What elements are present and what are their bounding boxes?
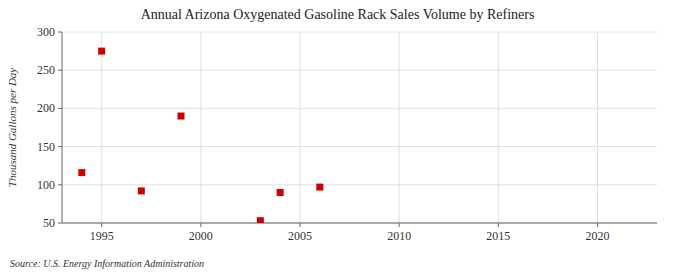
title: Annual Arizona Oxygenated Gasoline Rack … [141, 7, 535, 22]
point [257, 217, 264, 223]
points [78, 48, 323, 223]
y-tick [58, 32, 62, 33]
x-tick [498, 223, 499, 227]
x-tick-label: 1995 [90, 229, 114, 243]
y-tick [58, 108, 62, 109]
x-tick [101, 223, 102, 227]
y-tick-label: 200 [37, 101, 55, 115]
grid-line-y [62, 184, 657, 185]
grid [62, 32, 657, 223]
x-tick [597, 223, 598, 227]
grid-line-x [300, 32, 301, 223]
x-tick-label: 2015 [486, 229, 510, 243]
grid-line-y [62, 108, 657, 109]
x-tick [300, 223, 301, 227]
y-axis-label: Thousand Gallons per Day [6, 68, 18, 188]
point [316, 184, 323, 191]
grid-line-y [62, 223, 657, 224]
x-tick-label: 2000 [189, 229, 213, 243]
grid-line-x [101, 32, 102, 223]
y-tick [58, 146, 62, 147]
grid-line-y [62, 70, 657, 71]
y-tick-label: 150 [37, 140, 55, 154]
x-axis-line [62, 223, 657, 224]
source-note: Source: U.S. Energy Information Administ… [10, 258, 204, 269]
point [277, 189, 284, 196]
grid-line-x [597, 32, 598, 223]
y-tick [58, 223, 62, 224]
x-tick-label: 2010 [387, 229, 411, 243]
grid-line-x [498, 32, 499, 223]
y-tick-label: 300 [37, 25, 55, 39]
x-tick-label: 2005 [288, 229, 312, 243]
grid-line-x [200, 32, 201, 223]
y-tick [58, 184, 62, 185]
chart: 1995 2000 2005 2010 2015 2020 50 100 150 200 250 30… [0, 0, 675, 275]
grid-line-y [62, 146, 657, 147]
grid-line-x [399, 32, 400, 223]
y-tick-label: 250 [37, 63, 55, 77]
y-tick [58, 70, 62, 71]
point [138, 187, 145, 194]
y-tick-label: 50 [43, 216, 55, 230]
y-tick-label: 100 [37, 178, 55, 192]
y-axis-line [62, 32, 63, 223]
x-tick [200, 223, 201, 227]
x-tick [399, 223, 400, 227]
point [178, 113, 185, 120]
point [78, 169, 85, 176]
x-tick-label: 2020 [586, 229, 610, 243]
axes: 1995 2000 2005 2010 2015 2020 50 100 150 200 250 30… [37, 25, 610, 243]
point [98, 48, 105, 55]
grid-line-y [62, 32, 657, 33]
